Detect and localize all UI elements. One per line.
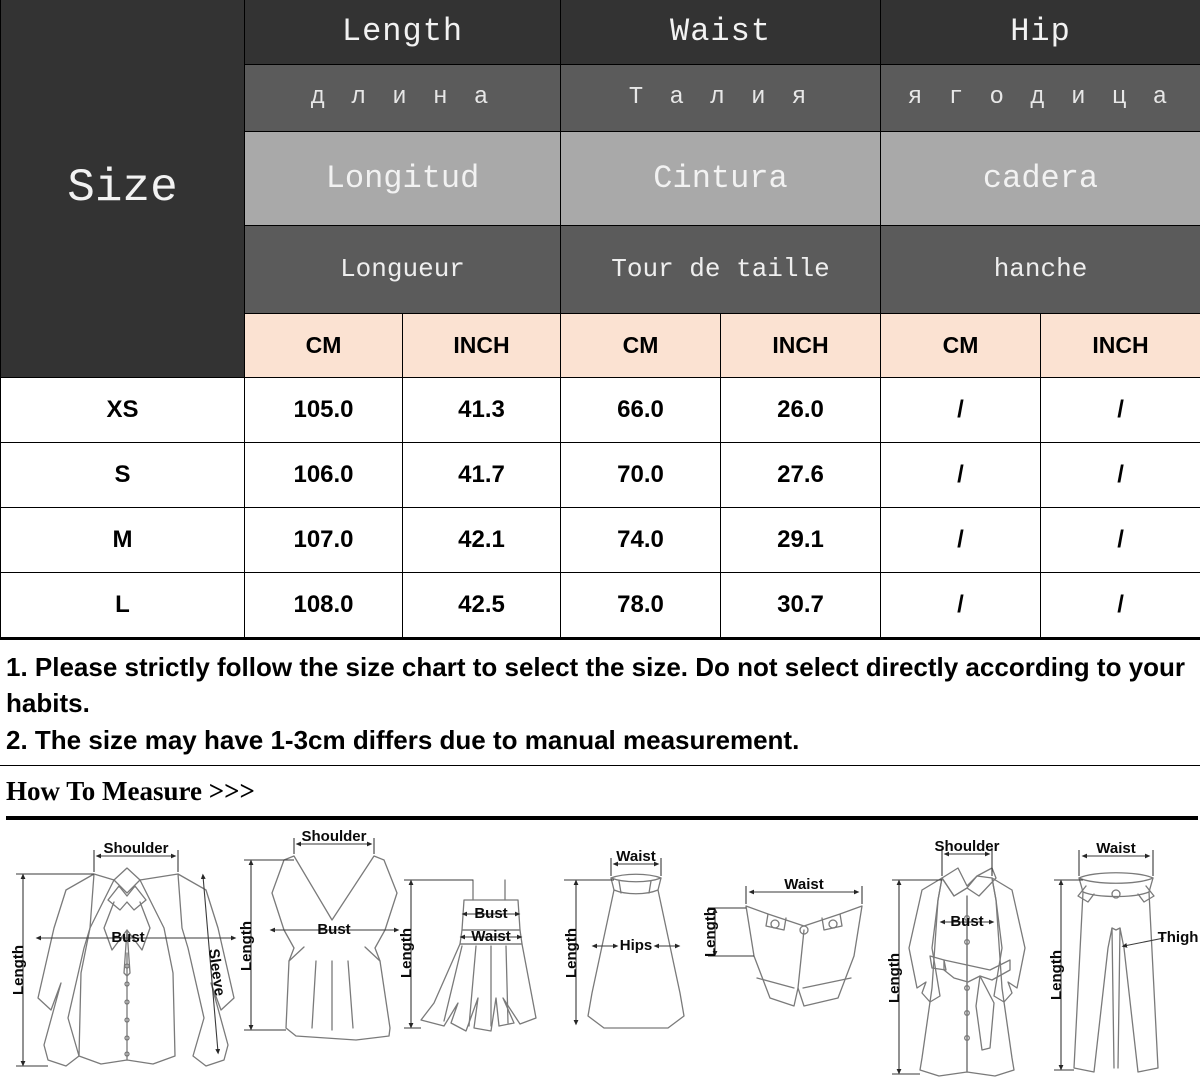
svg-text:Waist: Waist [784,876,823,893]
svg-text:Shoulder: Shoulder [103,840,168,857]
svg-text:Length: Length [398,928,415,978]
svg-text:Length: Length [563,928,580,978]
svg-text:Shoulder: Shoulder [934,838,999,855]
svg-text:Length: Length [10,945,27,995]
svg-text:Waist: Waist [616,848,655,865]
svg-text:Length: Length [702,907,719,957]
svg-text:Bust: Bust [474,905,507,922]
svg-text:Thigh: Thigh [1158,929,1199,946]
svg-text:Shoulder: Shoulder [301,828,366,845]
svg-text:Length: Length [1048,950,1065,1000]
svg-text:Length: Length [238,921,255,971]
svg-text:Bust: Bust [950,913,983,930]
svg-text:Waist: Waist [471,928,510,945]
svg-text:Waist: Waist [1096,840,1135,857]
svg-text:Length: Length [886,953,903,1003]
svg-text:Hips: Hips [620,937,653,954]
svg-text:Bust: Bust [111,929,144,946]
svg-text:Bust: Bust [317,921,350,938]
